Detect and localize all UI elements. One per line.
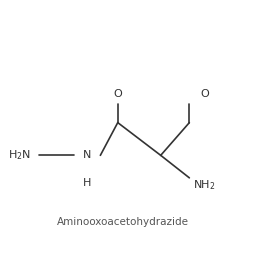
- Text: N: N: [83, 150, 91, 160]
- Text: NH$_2$: NH$_2$: [193, 178, 216, 192]
- Text: O: O: [200, 89, 209, 99]
- Text: Aminooxoacetohydrazide: Aminooxoacetohydrazide: [57, 217, 189, 227]
- Text: O: O: [113, 89, 122, 99]
- Text: H: H: [83, 178, 91, 188]
- Text: H$_2$N: H$_2$N: [8, 148, 31, 162]
